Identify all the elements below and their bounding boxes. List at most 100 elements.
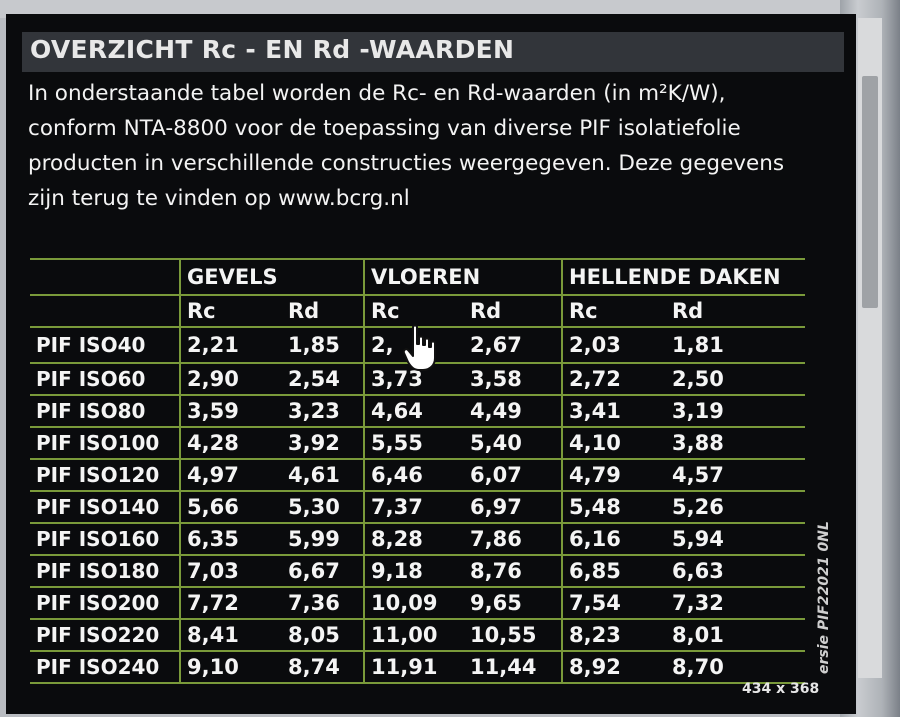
scrollbar-thumb[interactable]	[862, 76, 878, 308]
subheader-cell: Rd	[282, 295, 364, 328]
group-header-gevels: GEVELS	[179, 258, 364, 296]
value-cell: 1,85	[282, 326, 364, 364]
value-cell: 2,21	[179, 326, 282, 364]
value-cell: 6,85	[561, 555, 666, 588]
rc-rd-table: GEVELS VLOEREN HELLENDE DAKEN Rc Rd Rc R…	[30, 258, 805, 684]
table-row: PIF ISO100 4,28 3,92 5,55 5,40 4,10 3,88	[30, 427, 805, 460]
table-subheader-row: Rc Rd Rc Rd Rc Rd	[30, 295, 805, 328]
value-cell: 11,91	[363, 651, 464, 684]
subheader-cell: Rc	[179, 295, 282, 328]
version-label: ersie PIF22021 0NL	[806, 474, 846, 694]
product-name-cell: PIF ISO180	[30, 555, 180, 588]
value-cell: 7,03	[179, 555, 282, 588]
value-cell: 3,41	[561, 395, 666, 428]
product-name-cell: PIF ISO40	[30, 326, 180, 364]
value-cell: 11,00	[363, 619, 464, 652]
value-cell: 8,23	[561, 619, 666, 652]
table-row: PIF ISO140 5,66 5,30 7,37 6,97 5,48 5,26	[30, 491, 805, 524]
value-cell: 5,94	[666, 523, 805, 556]
value-cell: 7,54	[561, 587, 666, 620]
value-cell: 3,23	[282, 395, 364, 428]
product-name-cell: PIF ISO80	[30, 395, 180, 428]
vertical-scrollbar[interactable]	[858, 18, 882, 678]
value-cell: 5,30	[282, 491, 364, 524]
table-row: PIF ISO120 4,97 4,61 6,46 6,07 4,79 4,57	[30, 459, 805, 492]
subheader-cell: Rc	[363, 295, 464, 328]
value-cell: 3,59	[179, 395, 282, 428]
product-name-cell: PIF ISO240	[30, 651, 180, 684]
subheader-cell: Rd	[464, 295, 562, 328]
value-cell: 7,32	[666, 587, 805, 620]
value-cell: 8,70	[666, 651, 805, 684]
group-header-hellende-daken: HELLENDE DAKEN	[561, 258, 805, 296]
value-cell: 8,74	[282, 651, 364, 684]
table-row: PIF ISO220 8,41 8,05 11,00 10,55 8,23 8,01	[30, 619, 805, 652]
table-group-header-row: GEVELS VLOEREN HELLENDE DAKEN	[30, 258, 805, 296]
value-cell: 2,67	[464, 326, 562, 364]
value-cell: 8,92	[561, 651, 666, 684]
value-cell: 4,61	[282, 459, 364, 492]
intro-line: conform NTA-8800 voor de toepassing van …	[28, 116, 741, 141]
value-cell: 5,40	[464, 427, 562, 460]
value-cell: 5,55	[363, 427, 464, 460]
table-corner-cell	[30, 258, 180, 296]
value-cell: 5,99	[282, 523, 364, 556]
table-row: PIF ISO240 9,10 8,74 11,91 11,44 8,92 8,70	[30, 651, 805, 684]
product-name-cell: PIF ISO160	[30, 523, 180, 556]
value-cell: 4,79	[561, 459, 666, 492]
value-cell: 9,10	[179, 651, 282, 684]
value-cell: 6,67	[282, 555, 364, 588]
value-cell: 2,50	[666, 363, 805, 396]
intro-line: producten in verschillende constructies …	[28, 151, 785, 176]
value-cell: 9,18	[363, 555, 464, 588]
value-cell: 4,97	[179, 459, 282, 492]
value-cell: 6,46	[363, 459, 464, 492]
value-cell: 7,72	[179, 587, 282, 620]
product-name-cell: PIF ISO100	[30, 427, 180, 460]
value-cell: 7,86	[464, 523, 562, 556]
value-cell: 10,55	[464, 619, 562, 652]
table-row: PIF ISO160 6,35 5,99 8,28 7,86 6,16 5,94	[30, 523, 805, 556]
value-cell: 3,88	[666, 427, 805, 460]
table-row: PIF ISO60 2,90 2,54 3,73 3,58 2,72 2,50	[30, 363, 805, 396]
value-cell: 11,44	[464, 651, 562, 684]
product-name-cell: PIF ISO60	[30, 363, 180, 396]
value-cell: 8,76	[464, 555, 562, 588]
subheader-cell: Rc	[561, 295, 666, 328]
value-cell: 2,54	[282, 363, 364, 396]
value-cell: 6,35	[179, 523, 282, 556]
product-name-cell: PIF ISO200	[30, 587, 180, 620]
value-cell: 4,49	[464, 395, 562, 428]
value-cell: 9,65	[464, 587, 562, 620]
value-cell: 7,37	[363, 491, 464, 524]
value-cell: 8,01	[666, 619, 805, 652]
screen-bezel-top	[0, 0, 900, 18]
group-header-vloeren: VLOEREN	[363, 258, 562, 296]
product-name-cell: PIF ISO220	[30, 619, 180, 652]
value-cell: 4,64	[363, 395, 464, 428]
value-cell: 4,28	[179, 427, 282, 460]
value-cell: 3,92	[282, 427, 364, 460]
value-cell: 6,63	[666, 555, 805, 588]
product-name-cell: PIF ISO140	[30, 491, 180, 524]
table-row: PIF ISO40 2,21 1,85 2, 2,67 2,03 1,81	[30, 326, 805, 364]
intro-text: In onderstaande tabel worden de Rc- en R…	[28, 76, 828, 216]
value-cell: 4,57	[666, 459, 805, 492]
version-label-text: ersie PIF22021 0NL	[816, 521, 832, 674]
table-corner-cell	[30, 295, 180, 328]
value-cell: 10,09	[363, 587, 464, 620]
value-cell: 3,58	[464, 363, 562, 396]
value-cell: 8,28	[363, 523, 464, 556]
title-bar	[22, 32, 844, 72]
value-cell: 5,26	[666, 491, 805, 524]
hand-pointer-icon	[402, 324, 436, 371]
value-cell: 8,41	[179, 619, 282, 652]
info-image-panel: OVERZICHT Rc - EN Rd -WAARDEN In onderst…	[6, 14, 856, 714]
value-cell: 7,36	[282, 587, 364, 620]
page-title: OVERZICHT Rc - EN Rd -WAARDEN	[30, 35, 515, 64]
value-cell: 6,97	[464, 491, 562, 524]
value-cell: 2,90	[179, 363, 282, 396]
image-dimensions-badge: 434 x 368	[742, 681, 820, 697]
intro-line: zijn terug te vinden op www.bcrg.nl	[28, 186, 410, 211]
value-cell: 6,16	[561, 523, 666, 556]
